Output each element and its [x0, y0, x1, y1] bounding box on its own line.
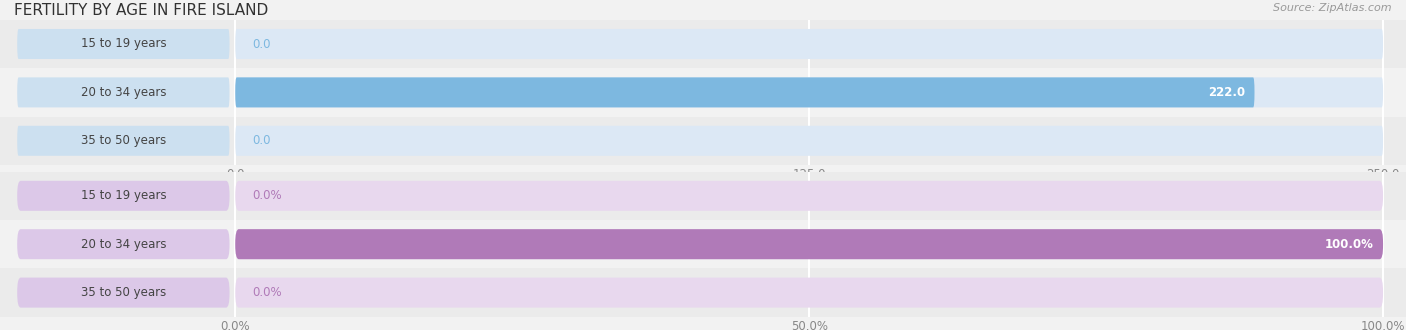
Text: 100.0%: 100.0%	[1324, 238, 1374, 251]
FancyBboxPatch shape	[235, 126, 1384, 156]
Bar	[0, 20, 1406, 68]
Bar	[0, 220, 1406, 268]
FancyBboxPatch shape	[235, 229, 1384, 259]
Bar	[0, 116, 1406, 165]
Bar	[0, 268, 1406, 317]
FancyBboxPatch shape	[17, 229, 229, 259]
FancyBboxPatch shape	[235, 229, 1384, 259]
Text: 0.0%: 0.0%	[253, 286, 283, 299]
Text: 0.0: 0.0	[253, 38, 271, 50]
Text: 20 to 34 years: 20 to 34 years	[80, 238, 166, 251]
Text: Source: ZipAtlas.com: Source: ZipAtlas.com	[1274, 3, 1392, 13]
FancyBboxPatch shape	[235, 181, 1384, 211]
Text: 35 to 50 years: 35 to 50 years	[80, 286, 166, 299]
Bar	[0, 172, 1406, 220]
Text: FERTILITY BY AGE IN FIRE ISLAND: FERTILITY BY AGE IN FIRE ISLAND	[14, 3, 269, 18]
Text: 15 to 19 years: 15 to 19 years	[80, 38, 166, 50]
FancyBboxPatch shape	[17, 181, 229, 211]
Bar	[0, 68, 1406, 116]
Text: 222.0: 222.0	[1208, 86, 1246, 99]
FancyBboxPatch shape	[17, 29, 229, 59]
Text: 0.0%: 0.0%	[253, 189, 283, 202]
Text: 15 to 19 years: 15 to 19 years	[80, 189, 166, 202]
Text: 35 to 50 years: 35 to 50 years	[80, 134, 166, 147]
Text: 0.0: 0.0	[253, 134, 271, 147]
Text: 20 to 34 years: 20 to 34 years	[80, 86, 166, 99]
FancyBboxPatch shape	[235, 278, 1384, 308]
FancyBboxPatch shape	[235, 78, 1384, 107]
FancyBboxPatch shape	[17, 126, 229, 156]
FancyBboxPatch shape	[235, 29, 1384, 59]
FancyBboxPatch shape	[17, 78, 229, 107]
FancyBboxPatch shape	[17, 278, 229, 308]
FancyBboxPatch shape	[235, 78, 1254, 107]
